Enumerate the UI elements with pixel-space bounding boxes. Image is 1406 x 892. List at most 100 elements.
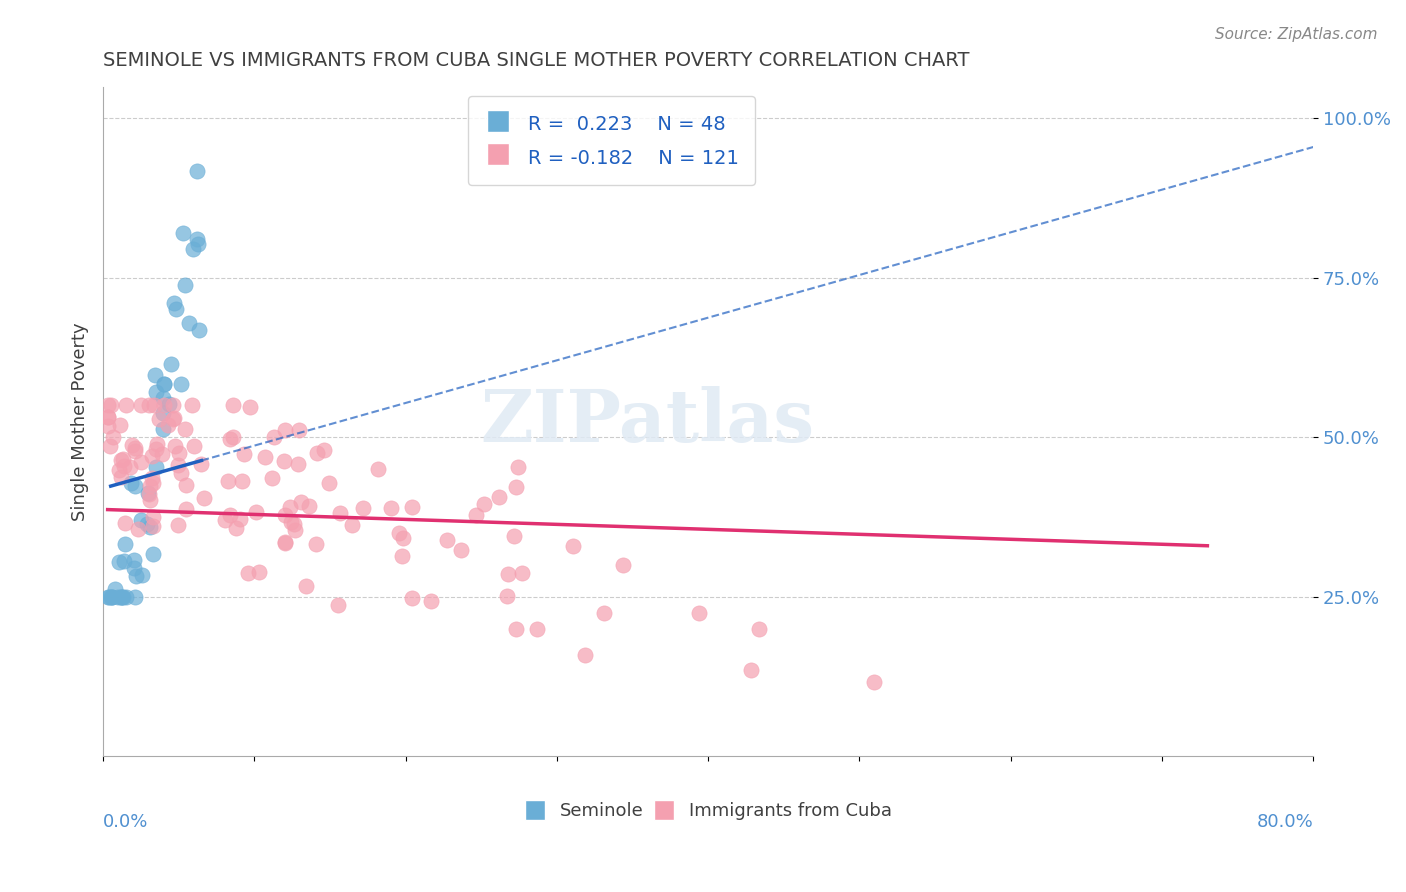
Point: [593, 606, 616, 620]
Point: [274, 508, 297, 522]
Point: [190, 457, 212, 471]
Point: [129, 398, 152, 412]
Point: [145, 384, 167, 399]
Point: [472, 498, 495, 512]
Point: [176, 502, 198, 516]
Point: [127, 522, 149, 536]
Point: [232, 447, 254, 461]
Point: [231, 474, 253, 488]
Point: [174, 422, 197, 436]
Point: [122, 561, 145, 575]
Point: [367, 462, 389, 476]
Point: [153, 376, 176, 391]
Point: [274, 536, 297, 550]
Point: [97, 410, 120, 425]
Point: [162, 398, 184, 412]
Point: [129, 455, 152, 469]
Text: SEMINOLE VS IMMIGRANTS FROM CUBA SINGLE MOTHER POVERTY CORRELATION CHART: SEMINOLE VS IMMIGRANTS FROM CUBA SINGLE …: [103, 51, 970, 70]
Point: [114, 516, 136, 530]
Point: [326, 599, 349, 613]
Point: [112, 458, 135, 473]
Point: [329, 506, 352, 520]
Point: [305, 537, 328, 551]
Point: [193, 491, 215, 505]
Point: [187, 236, 209, 251]
Point: [152, 422, 174, 436]
Point: [612, 558, 634, 572]
Point: [98, 590, 121, 604]
Point: [187, 323, 209, 337]
Point: [217, 475, 239, 489]
Point: [862, 675, 884, 690]
Point: [112, 590, 135, 604]
Point: [273, 453, 295, 467]
Y-axis label: Single Mother Poverty: Single Mother Poverty: [72, 322, 89, 521]
Point: [245, 505, 267, 519]
Point: [254, 450, 277, 464]
Point: [112, 554, 135, 568]
Point: [225, 521, 247, 535]
Point: [146, 437, 169, 451]
Point: [157, 418, 180, 433]
Point: [380, 500, 402, 515]
Point: [115, 398, 138, 412]
Point: [110, 417, 132, 432]
Point: [143, 368, 166, 382]
Text: ZIPatlas: ZIPatlas: [481, 385, 814, 457]
Point: [262, 471, 284, 485]
Point: [141, 471, 163, 485]
Point: [124, 478, 146, 492]
Point: [183, 439, 205, 453]
Point: [280, 515, 302, 529]
Point: [229, 512, 252, 526]
Point: [110, 470, 132, 484]
Point: [510, 566, 533, 581]
Point: [115, 590, 138, 604]
Point: [186, 232, 208, 246]
Point: [283, 517, 305, 532]
Point: [138, 398, 160, 412]
Point: [505, 480, 527, 494]
Point: [312, 443, 335, 458]
Point: [167, 518, 190, 533]
Point: [97, 590, 120, 604]
Point: [97, 409, 120, 424]
Point: [263, 430, 285, 444]
Point: [107, 590, 129, 604]
Point: [287, 458, 309, 472]
Point: [152, 406, 174, 420]
Point: [290, 495, 312, 509]
Point: [688, 607, 710, 621]
Point: [142, 476, 165, 491]
Point: [305, 445, 328, 459]
Point: [138, 519, 160, 533]
Point: [391, 549, 413, 563]
Point: [503, 528, 526, 542]
Point: [142, 509, 165, 524]
Point: [111, 452, 134, 467]
Point: [100, 590, 122, 604]
Point: [157, 397, 180, 411]
Point: [436, 533, 458, 548]
Point: [318, 475, 340, 490]
Point: [114, 536, 136, 550]
Point: [561, 539, 583, 553]
Point: [162, 411, 184, 425]
Point: [160, 357, 183, 371]
Point: [247, 565, 270, 579]
Point: [139, 479, 162, 493]
Point: [170, 376, 193, 391]
Point: [141, 449, 163, 463]
Point: [142, 547, 165, 561]
Point: [111, 590, 134, 604]
Text: 80.0%: 80.0%: [1257, 813, 1313, 831]
Point: [274, 534, 297, 549]
Point: [170, 466, 193, 480]
Point: [177, 316, 200, 330]
Point: [186, 164, 208, 178]
Point: [496, 589, 519, 603]
Point: [288, 424, 311, 438]
Point: [181, 242, 204, 256]
Point: [153, 376, 176, 391]
Point: [274, 423, 297, 437]
